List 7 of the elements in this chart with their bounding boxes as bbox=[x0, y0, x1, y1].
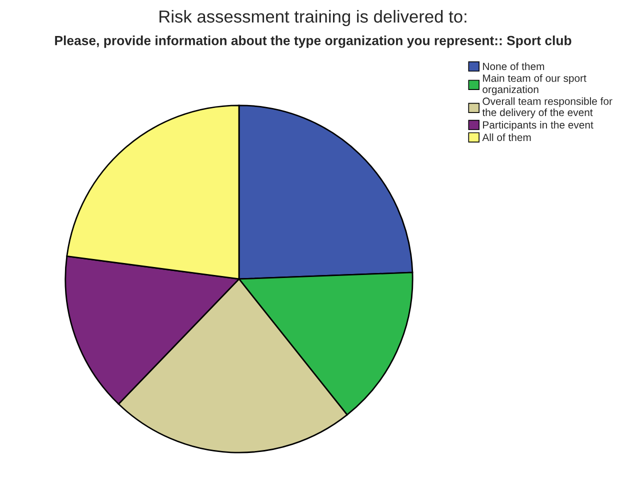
legend-label: None of them bbox=[483, 62, 544, 70]
legend-label: Overall team responsible for the delivery of the event bbox=[482, 97, 612, 118]
chart-subtitle: Please, provide information about the type organization you represent:: Sport club bbox=[55, 36, 572, 48]
legend-label: Participants in the event bbox=[483, 120, 594, 131]
chart-title: Risk assessment training is delivered to: bbox=[160, 10, 466, 26]
legend-label: All of them bbox=[482, 133, 531, 142]
legend-label: Main team of our sport organization bbox=[482, 74, 586, 96]
